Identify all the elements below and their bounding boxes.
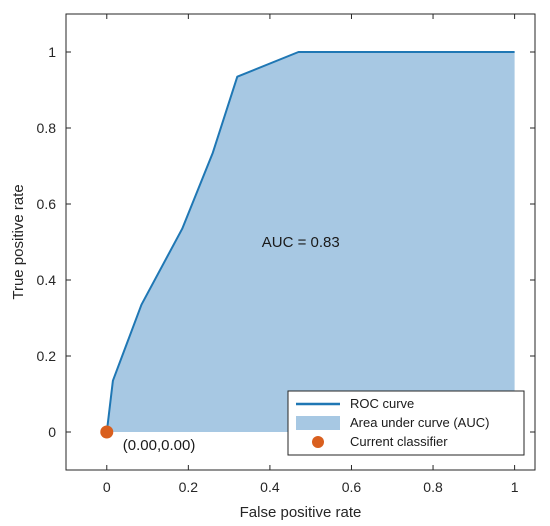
y-tick-label: 0 [48, 424, 56, 440]
y-tick-label: 0.8 [37, 120, 57, 136]
y-tick-label: 0.6 [37, 196, 57, 212]
legend: ROC curve Area under curve (AUC) Current… [287, 390, 525, 456]
x-tick-label: 1 [511, 479, 519, 495]
auc-area [106, 52, 515, 432]
axes-box [65, 13, 536, 471]
legend-classifier-swatch [312, 436, 324, 448]
y-tick-label: 1 [48, 44, 56, 60]
axes: 0 0.2 0.4 0.6 0.8 1 0 0.2 0.4 0.6 0.8 1 [37, 13, 536, 495]
auc-annotation: AUC = 0.83 [262, 234, 340, 251]
x-tick-label: 0.8 [423, 479, 443, 495]
legend-label-auc: Area under curve (AUC) [350, 415, 489, 430]
y-axis-title: True positive rate [10, 184, 27, 299]
legend-label-roc: ROC curve [350, 396, 414, 411]
x-axis-title: False positive rate [240, 504, 362, 521]
x-tick-label: 0.4 [260, 479, 280, 495]
y-tick-label: 0.4 [37, 272, 57, 288]
legend-label-classifier: Current classifier [350, 434, 448, 449]
x-tick-label: 0.2 [179, 479, 199, 495]
x-tick-label: 0.6 [342, 479, 362, 495]
roc-curve-line [105, 51, 515, 433]
x-tick-label: 0 [103, 479, 111, 495]
classifier-point-label: (0.00,0.00) [123, 437, 196, 454]
plot-area [100, 51, 515, 439]
legend-auc-swatch [296, 416, 340, 430]
current-classifier-point [100, 425, 114, 439]
y-tick-label: 0.2 [37, 348, 57, 364]
